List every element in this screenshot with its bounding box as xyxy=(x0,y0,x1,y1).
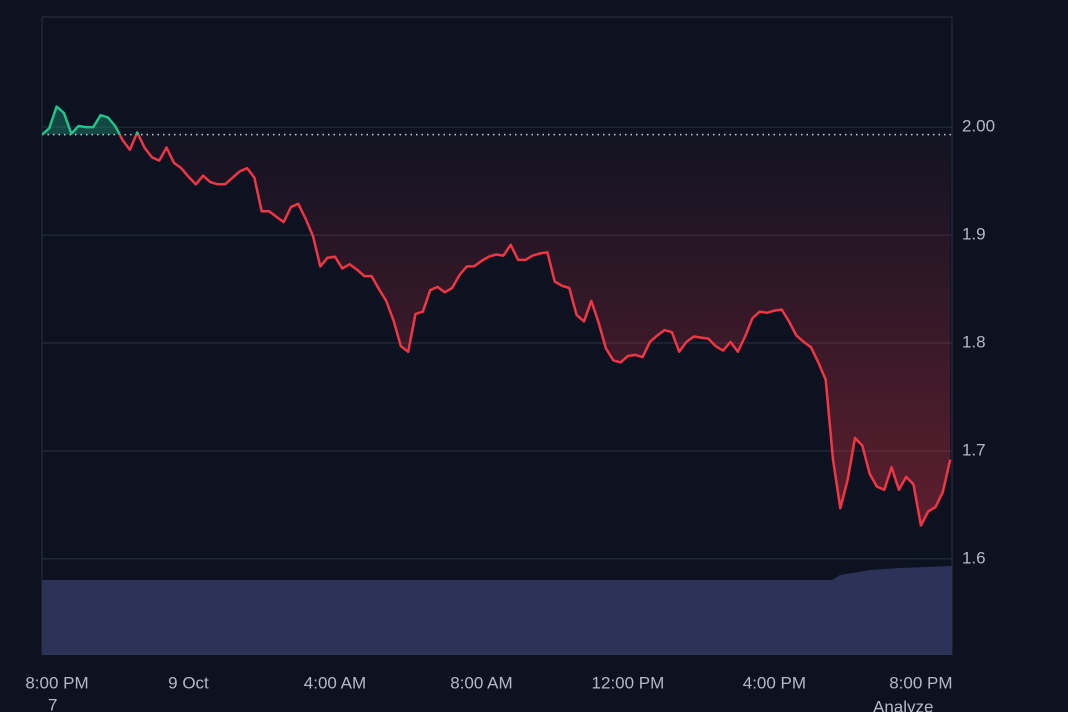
area-fill-down xyxy=(42,134,951,526)
price-line-down xyxy=(42,134,952,527)
x-tick-label: 4:00 AM xyxy=(304,673,366,692)
y-tick-label: 2.00 xyxy=(962,117,995,136)
volume-area xyxy=(42,580,952,655)
y-tick-label: 1.8 xyxy=(962,333,986,352)
y-tick-label: 1.6 xyxy=(962,548,986,567)
y-tick-label: 1.7 xyxy=(962,440,986,459)
date-fragment: 7 xyxy=(48,695,57,712)
x-tick-label: 8:00 PM xyxy=(889,673,952,692)
x-tick-label: 12:00 PM xyxy=(592,673,665,692)
analyze-button[interactable]: Analyze xyxy=(873,697,933,712)
y-tick-label: 1.9 xyxy=(962,225,986,244)
x-tick-label: 8:00 PM xyxy=(25,673,88,692)
x-tick-label: 4:00 PM xyxy=(743,673,806,692)
x-tick-label: 9 Oct xyxy=(168,673,209,692)
x-tick-label: 8:00 AM xyxy=(450,673,512,692)
plot: 2.00 1.9 1.8 1.7 1.6 8:00 PM 9 Oct 4:00 AM 8:00 … xyxy=(25,105,995,692)
volume-area-rise xyxy=(832,566,952,580)
